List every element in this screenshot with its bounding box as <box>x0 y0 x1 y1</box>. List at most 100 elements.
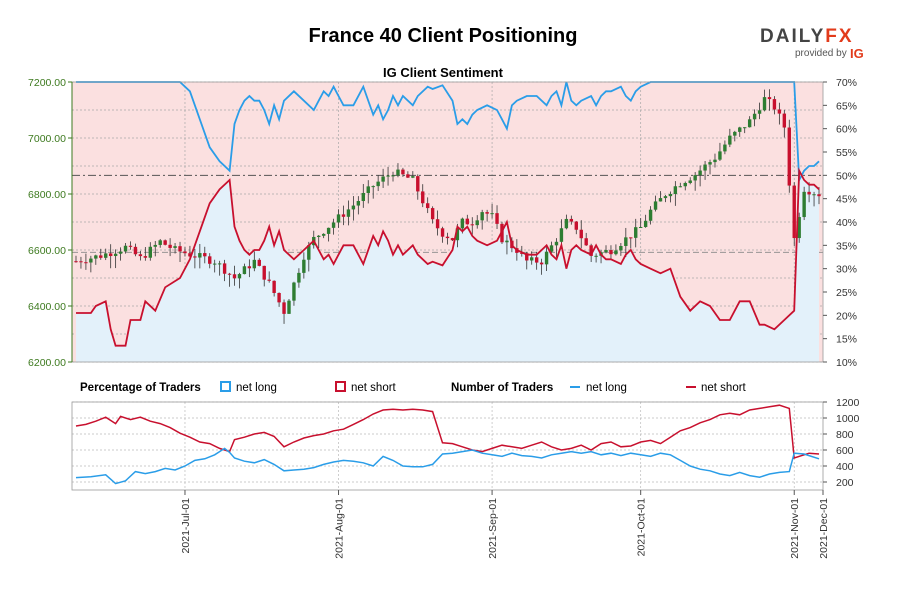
percent-tick-label: 50% <box>836 170 857 182</box>
x-tick-label: 2021-Nov-01 <box>789 498 801 559</box>
candle-down <box>520 252 524 254</box>
candle-up <box>544 251 549 265</box>
candle-down <box>406 174 410 178</box>
candle-down <box>421 191 425 204</box>
candle-down <box>128 245 133 247</box>
candle-up <box>158 240 162 245</box>
candle-down <box>193 256 197 258</box>
price-tick-label: 6600.00 <box>28 245 66 257</box>
candle-up <box>297 272 301 283</box>
traders-tick-label: 200 <box>836 477 854 489</box>
candle-down <box>579 229 583 239</box>
candle-up <box>549 245 554 252</box>
candle-up <box>738 127 742 132</box>
candle-up <box>391 175 395 177</box>
candle-up <box>653 201 658 210</box>
x-tick-label: 2021-Dec-01 <box>818 498 830 559</box>
candle-down <box>465 218 470 225</box>
candle-up <box>346 209 351 217</box>
candle-up <box>658 198 663 202</box>
candle-up <box>797 217 801 239</box>
candle-up <box>123 245 128 252</box>
candle-down <box>163 240 167 245</box>
candle-up <box>693 175 697 181</box>
candle-up <box>292 282 296 301</box>
candle-down <box>772 99 777 110</box>
candle-down <box>435 219 440 229</box>
percent-tick-label: 55% <box>836 147 857 159</box>
candle-up <box>480 212 484 221</box>
candle-up <box>366 186 370 193</box>
legend-pct-short-swatch <box>335 381 346 392</box>
percent-tick-label: 70% <box>836 77 857 89</box>
traders-lines <box>75 404 820 485</box>
price-tick-label: 7200.00 <box>28 77 66 89</box>
candle-down <box>277 292 281 303</box>
legend-pct-heading: Percentage of Traders <box>80 382 201 394</box>
sentiment-areas <box>76 170 819 362</box>
candle-up <box>624 237 628 246</box>
candle-up <box>198 253 202 258</box>
candle-down <box>445 236 450 239</box>
traders-tick-label: 400 <box>836 461 854 473</box>
candle-down <box>569 218 574 222</box>
candle-up <box>757 110 762 114</box>
x-tick-label: 2021-Aug-01 <box>334 498 346 559</box>
candle-up <box>733 131 737 136</box>
candle-up <box>302 259 306 273</box>
candle-down <box>485 212 489 214</box>
candle-down <box>609 250 613 255</box>
long-area-fill <box>76 170 819 362</box>
num-long-line <box>75 447 820 485</box>
candle-up <box>728 135 732 145</box>
candle-down <box>534 257 539 263</box>
candle-down <box>629 237 633 239</box>
candle-up <box>698 170 702 176</box>
candle-up <box>564 218 569 229</box>
x-tick-label: 2021-Jul-01 <box>180 498 192 554</box>
legend-num-long: net long <box>586 382 627 394</box>
candle-up <box>118 251 123 254</box>
percent-tick-label: 60% <box>836 124 857 136</box>
candle-up <box>683 182 687 187</box>
candle-up <box>153 244 157 247</box>
price-tick-label: 7000.00 <box>28 133 66 145</box>
price-tick-label: 6200.00 <box>28 357 66 369</box>
traders-tick-label: 1000 <box>836 413 860 425</box>
candle-up <box>747 119 752 128</box>
price-tick-label: 6800.00 <box>28 189 66 201</box>
candle-up <box>604 250 608 253</box>
candle-up <box>317 235 321 237</box>
candle-up <box>643 220 648 228</box>
candle-up <box>104 253 108 258</box>
candle-down <box>84 262 88 264</box>
candle-down <box>208 256 212 264</box>
candle-down <box>227 273 232 275</box>
candle-down <box>584 238 588 246</box>
candle-up <box>762 97 767 111</box>
candle-up <box>356 201 361 206</box>
candle-down <box>232 274 237 279</box>
percent-tick-label: 25% <box>836 287 857 299</box>
legend: Percentage of Traders net long net short… <box>80 381 747 394</box>
candle-down <box>777 109 782 114</box>
candle-down <box>74 261 78 263</box>
candle-up <box>287 300 291 314</box>
candle-down <box>440 228 445 237</box>
candle-up <box>812 194 816 196</box>
candle-up <box>361 192 365 202</box>
candle-up <box>718 151 722 160</box>
candle-down <box>143 256 148 258</box>
candle-down <box>282 302 286 314</box>
candle-up <box>530 257 534 261</box>
candle-up <box>321 233 326 236</box>
net-short-pct-line <box>76 167 820 347</box>
chart-title: France 40 Client Positioning <box>309 25 578 47</box>
candle-up <box>713 159 717 163</box>
candle-down <box>495 213 499 224</box>
candle-up <box>460 218 465 229</box>
logo-ig: IG <box>850 46 864 61</box>
percent-tick-label: 45% <box>836 194 857 206</box>
candle-down <box>574 221 578 230</box>
